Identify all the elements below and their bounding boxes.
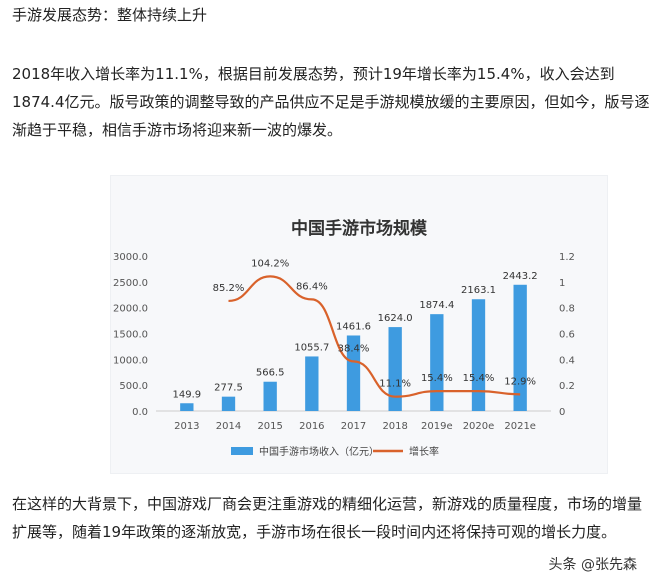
chart-title: 中国手游市场规模 <box>291 218 428 239</box>
growth-rate-label: 104.2% <box>251 258 289 269</box>
bar-value-label: 1461.6 <box>336 321 371 332</box>
legend-label-revenue: 中国手游市场收入（亿元） <box>259 445 379 458</box>
bar-value-label: 566.5 <box>256 368 285 379</box>
legend-swatch-revenue <box>231 447 253 455</box>
x-tick-label: 2018 <box>382 421 407 432</box>
bar-value-label: 1055.7 <box>294 342 329 353</box>
bar-revenue <box>513 284 527 411</box>
bar-value-label: 1874.4 <box>419 300 454 311</box>
paragraph-outlook: 在这样的大背景下，中国游戏厂商会更注重游戏的精细化运营，新游戏的质量程度，市场的… <box>12 495 643 541</box>
x-tick-label: 2019e <box>421 421 453 432</box>
growth-rate-label: 38.4% <box>338 343 370 354</box>
bar-value-label: 1624.0 <box>378 313 413 324</box>
bar-value-label: 149.9 <box>173 389 202 400</box>
x-tick-label: 2020e <box>463 421 495 432</box>
bar-value-label: 277.5 <box>214 383 243 394</box>
bar-revenue <box>305 356 319 411</box>
author-watermark: 头条 @张先森 <box>542 552 643 576</box>
x-tick-label: 2021e <box>504 421 536 432</box>
growth-rate-line <box>228 275 521 398</box>
x-tick-label: 2017 <box>341 421 366 432</box>
growth-rate-label: 12.9% <box>504 376 536 387</box>
y2-tick-label: 0 <box>559 407 565 418</box>
growth-rate-label: 86.4% <box>296 281 328 292</box>
growth-rate-label: 15.4% <box>463 373 495 384</box>
bar-revenue <box>471 299 486 411</box>
growth-rate-label: 11.1% <box>379 379 411 390</box>
legend-label-growth: 增长率 <box>409 445 439 458</box>
x-tick-label: 2013 <box>174 421 199 432</box>
x-tick-label: 2015 <box>257 421 282 432</box>
bar-value-label: 2443.2 <box>503 271 538 282</box>
y2-tick-label: 1 <box>559 278 565 289</box>
growth-rate-label: 85.2% <box>213 283 245 294</box>
x-tick-label: 2016 <box>299 421 324 432</box>
bar-revenue <box>221 396 236 411</box>
y2-tick-label: 0.2 <box>559 381 575 392</box>
y-tick-label: 2500.0 <box>113 278 148 289</box>
y2-tick-label: 0.8 <box>559 304 575 315</box>
y-tick-label: 2000.0 <box>113 304 148 315</box>
x-tick-label: 2014 <box>216 421 241 432</box>
y-tick-label: 1000.0 <box>113 355 148 366</box>
paragraph-intro: 2018年收入增长率为11.1%，根据目前发展态势，预计19年增长率为15.4%… <box>12 65 650 139</box>
y-tick-label: 3000.0 <box>113 252 148 263</box>
y-tick-label: 500.0 <box>119 381 148 392</box>
y2-tick-label: 1.2 <box>559 252 575 263</box>
bar-revenue <box>430 314 444 411</box>
bar-revenue <box>180 403 194 411</box>
y2-tick-label: 0.6 <box>559 330 575 341</box>
section-heading: 手游发展态势：整体持续上升 <box>12 6 208 24</box>
y-tick-label: 1500.0 <box>113 330 148 341</box>
bar-revenue <box>263 381 277 411</box>
y2-tick-label: 0.4 <box>559 355 575 366</box>
bar-value-label: 2163.1 <box>461 285 496 296</box>
growth-rate-label: 15.4% <box>421 373 453 384</box>
bar-revenue <box>346 335 361 411</box>
chart-svg: 中国手游市场规模 0.0 500.0 1000.0 1500.0 2000.0 2500.0… <box>113 218 575 458</box>
y-tick-label: 0.0 <box>132 407 148 418</box>
bar-revenue <box>388 327 402 411</box>
market-size-chart: 中国手游市场规模 0.0 500.0 1000.0 1500.0 2000.0 2500.0… <box>110 175 608 474</box>
